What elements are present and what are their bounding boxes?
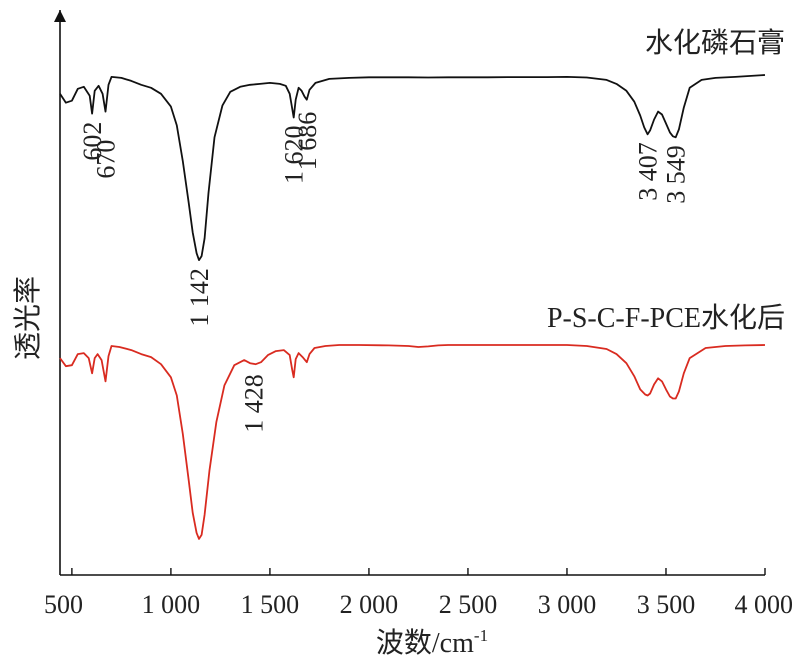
x-tick-layer: 500 1 000 1 500 2 000 2 500 3 000 3 500 4 000 <box>44 568 793 619</box>
x-axis-title-superscript: -1 <box>474 626 488 645</box>
x-tick-label: 2 000 <box>340 590 399 619</box>
series-label-2: P-S-C-F-PCE水化后 <box>547 302 785 334</box>
x-tick-label: 3 000 <box>538 590 597 619</box>
y-axis-arrowhead <box>54 10 66 22</box>
plot-frame <box>54 10 765 576</box>
x-tick-label: 3 500 <box>637 590 696 619</box>
peak-label: 1 428 <box>240 374 269 433</box>
x-tick-label: 500 <box>44 590 83 619</box>
peak-label: 1 142 <box>185 268 214 327</box>
y-axis-title: 透光率 <box>12 276 44 360</box>
series-layer <box>59 74 766 540</box>
legend-layer: 水化磷石膏 P-S-C-F-PCE水化后 <box>547 27 785 334</box>
peak-label: 3 549 <box>662 145 691 204</box>
x-tick-label: 2 500 <box>439 590 498 619</box>
x-tick-label: 4 000 <box>735 590 794 619</box>
x-tick-label: 1 500 <box>241 590 300 619</box>
series-line-1 <box>59 74 766 261</box>
series-line-2 <box>59 344 766 540</box>
peak-label: 3 407 <box>634 142 663 201</box>
peak-label: 1 686 <box>293 112 322 171</box>
peak-label: 1 620 <box>280 126 309 185</box>
x-tick-label: 1 000 <box>142 590 201 619</box>
x-axis-title: 波数/cm-1 <box>376 626 488 659</box>
peak-label: 670 <box>92 140 121 179</box>
series-label-1: 水化磷石膏 <box>645 27 785 59</box>
x-axis-title-text: 波数/cm <box>376 627 474 659</box>
peak-label: 602 <box>78 122 107 161</box>
